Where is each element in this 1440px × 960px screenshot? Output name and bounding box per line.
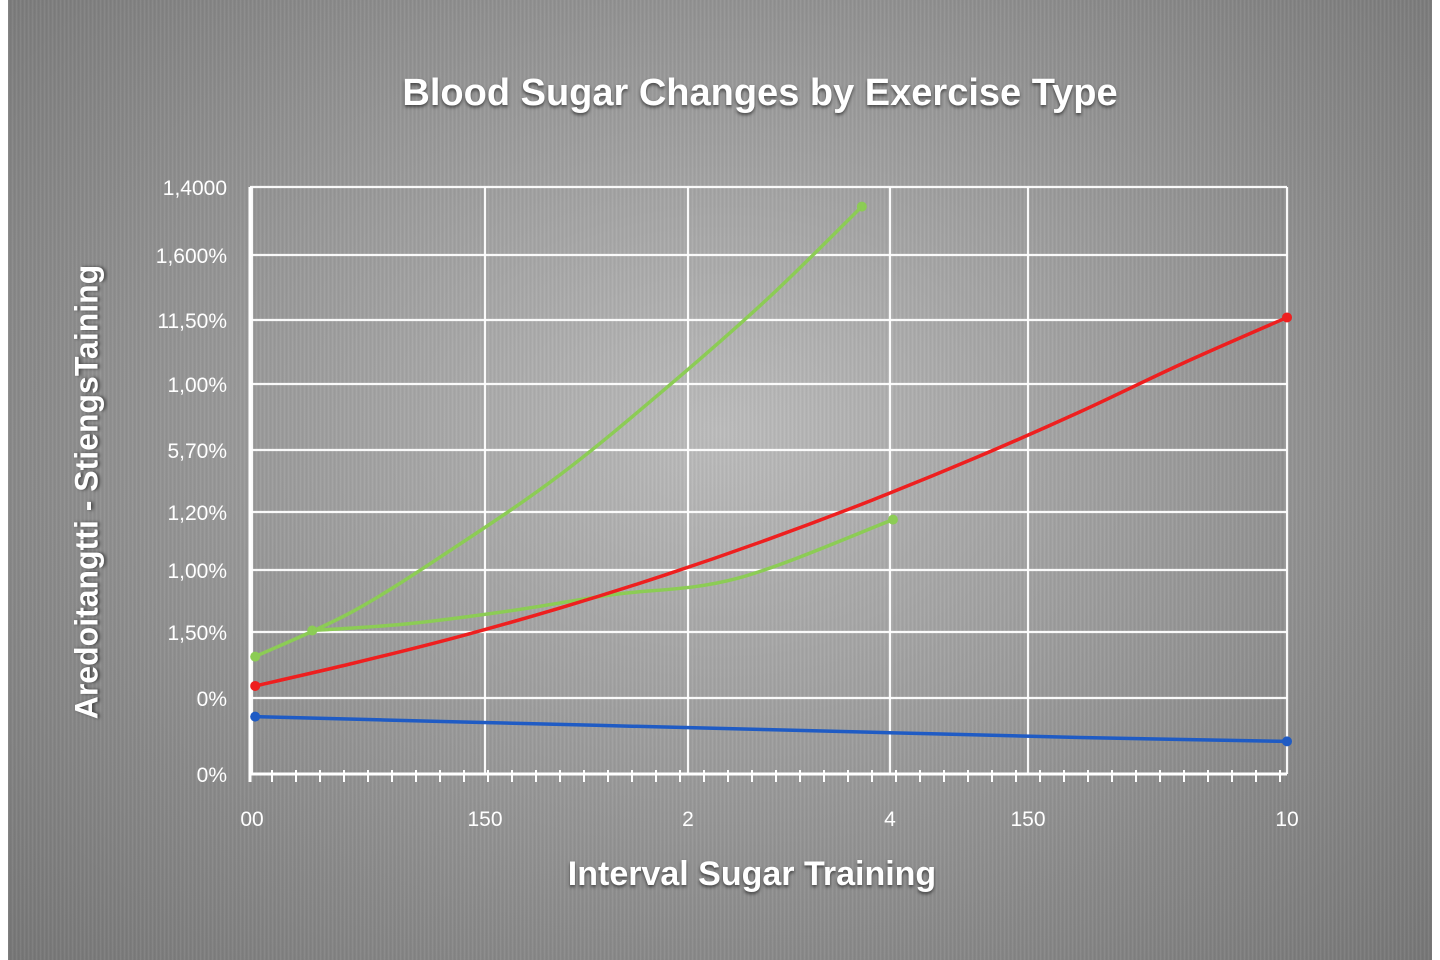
series-point-3 [250,680,261,691]
series-point-3 [1282,312,1292,323]
x-axis-label: Interval Sugar Training [567,855,937,893]
series-point-1 [856,201,867,212]
x-tick-label: 150 [1010,808,1045,831]
x-tick-label: 4 [884,808,896,831]
x-tick-label: 10 [1275,808,1298,831]
y-tick-label: 1,00% [167,374,227,397]
y-tick-label: 0% [197,688,227,711]
series-point-1 [250,651,261,662]
series-line-3 [253,315,1289,688]
chart-background [8,0,1432,960]
x-tick-label: 00 [240,808,263,831]
y-tick-label: 11,50% [157,310,227,333]
y-tick-label: 0% [197,764,227,787]
series-point-4 [250,711,261,722]
x-tick-label: 150 [467,808,502,831]
y-tick-label: 1,20% [167,502,227,525]
series-line-4 [253,714,1289,744]
chart-title: Blood Sugar Changes by Exercise Type [402,72,1118,114]
series-point-2 [307,625,318,636]
series-point-2 [887,514,898,525]
y-tick-label: 5,70% [167,440,227,463]
x-tick-label: 2 [682,808,694,831]
y-tick-label: 1,4000 [163,177,227,200]
series-point-4 [1282,736,1292,747]
series-line-2 [310,517,895,633]
y-tick-label: 1,600% [156,245,227,268]
y-tick-label: 1,00% [167,560,227,583]
y-tick-label: 1,50% [167,622,227,645]
series-line-1 [253,204,864,659]
